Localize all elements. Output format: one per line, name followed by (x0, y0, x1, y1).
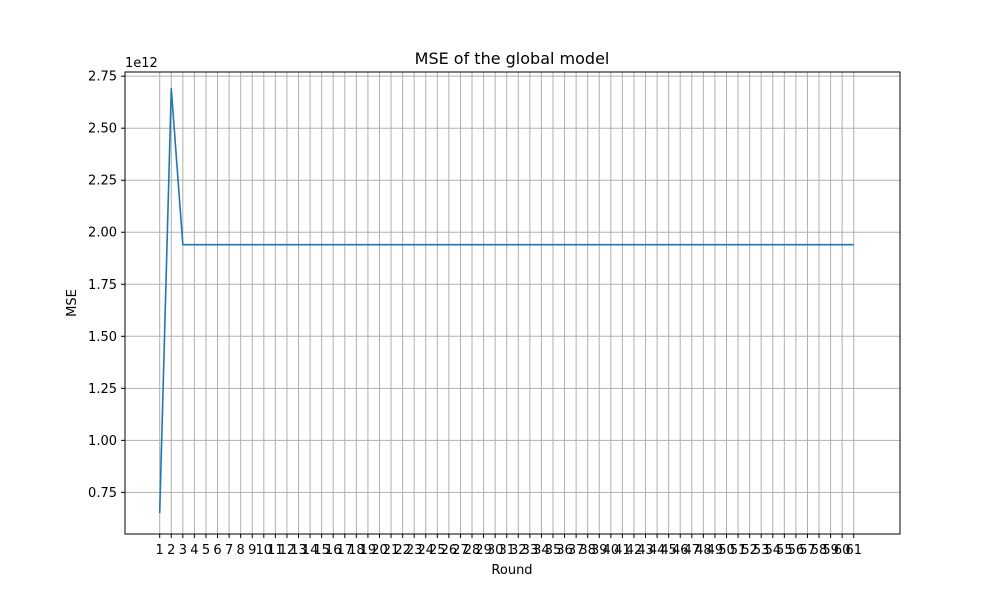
y-tick-label: 1.00 (88, 434, 117, 449)
x-axis-label: Round (491, 563, 532, 578)
y-tick-label: 2.75 (88, 70, 117, 85)
x-tick-label: 6 (213, 543, 221, 558)
chart-title: MSE of the global model (415, 49, 610, 68)
x-tick-label: 1 (156, 543, 164, 558)
x-tick-label: 3 (179, 543, 187, 558)
x-tick-label: 61 (845, 543, 862, 558)
x-tick-label: 2 (167, 543, 175, 558)
y-axis-label: MSE (65, 289, 80, 317)
y-tick-label: 2.00 (88, 226, 117, 241)
y-tick-label: 1.50 (88, 330, 117, 345)
y-tick-label: 1.25 (88, 382, 117, 397)
x-tick-label: 7 (225, 543, 233, 558)
y-tick-label: 2.25 (88, 174, 117, 189)
x-tick-label: 5 (202, 543, 210, 558)
x-tick-label: 4 (190, 543, 198, 558)
x-tick-label: 8 (237, 543, 245, 558)
y-axis-offset-label: 1e12 (125, 56, 158, 71)
y-tick-label: 0.75 (88, 486, 117, 501)
y-tick-label: 1.75 (88, 278, 117, 293)
y-tick-label: 2.50 (88, 122, 117, 137)
